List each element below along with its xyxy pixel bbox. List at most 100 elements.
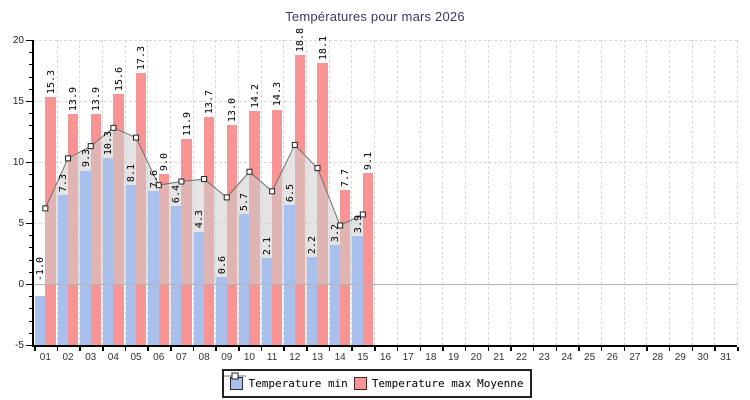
x-axis-label: 05 [130,352,142,363]
y-axis-label: -5 [15,340,24,351]
y-axis-tick [26,345,32,346]
x-axis-tick [464,347,467,351]
x-axis-label: 19 [447,352,460,363]
data-label-min: 2.1 [261,237,273,256]
y-axis-label: 15 [12,96,24,107]
x-axis-label: 04 [107,352,119,363]
x-axis-label: 01 [39,352,51,363]
y-axis-tick [29,210,32,212]
x-axis-tick [170,347,172,351]
x-axis-label: 08 [198,352,210,363]
bar-temperature-min [329,244,341,345]
data-label-min: 0.6 [216,255,228,274]
data-label-max: 13.0 [226,98,238,123]
data-label-max: 9.0 [158,153,170,172]
bar-temperature-min [171,205,182,345]
y-axis-label: 10 [12,157,24,168]
x-axis-tick [623,347,626,351]
legend-moyenne-label: Moyenne [477,377,524,390]
x-axis-label: 07 [175,352,187,363]
x-axis-tick [215,347,217,351]
y-axis-tick [29,149,32,151]
data-label-min: 6.5 [284,183,296,202]
bar-temperature-min [103,158,114,345]
y-axis-tick [29,320,32,322]
x-axis-tick [487,347,490,351]
horizontal-gridline [34,40,737,41]
x-axis-label: 31 [720,352,732,363]
y-axis-label: 5 [18,218,24,229]
data-label-min: 7.3 [57,173,69,192]
x-axis-label: 27 [629,352,641,363]
legend-item-moyenne: Moyenne [224,372,524,390]
vertical-gridline [737,40,738,345]
y-axis-tick [29,247,32,249]
vertical-gridline [442,40,444,345]
data-label-min: 3.2 [329,223,341,242]
y-axis-tick [29,308,32,310]
x-axis-tick [328,347,331,351]
vertical-gridline [396,40,398,345]
x-axis-label: 09 [221,352,233,363]
y-axis-tick [29,137,32,139]
vertical-gridline [510,40,512,345]
x-axis-tick [374,347,376,351]
x-axis-label: 30 [697,352,709,363]
data-label-min: 10.3 [103,131,115,156]
moyenne-marker [359,211,366,218]
legend-max-label: Temperature max [371,377,472,390]
vertical-gridline [555,40,557,345]
data-label-min: 3.9 [352,215,364,234]
data-label-min: -1.0 [35,256,47,281]
legend-item-min: Temperature min [230,377,348,390]
vertical-gridline [714,40,716,345]
x-axis-tick [646,347,648,351]
moyenne-marker-icon [224,372,246,380]
max-swatch-icon [353,377,367,390]
chart-legend: Temperature min Temperature max Moyenne [222,369,532,398]
y-axis-tick [29,76,32,78]
moyenne-marker [65,155,72,162]
x-axis-tick [192,347,195,351]
y-axis-tick [29,271,32,273]
vertical-gridline [691,40,693,345]
y-axis-tick [29,64,32,66]
legend-item-max: Temperature max [353,377,472,390]
vertical-gridline [578,40,580,345]
y-axis-tick [26,223,32,224]
x-axis-tick [578,347,580,351]
x-axis-label: 02 [62,352,74,363]
x-axis-tick [600,347,603,351]
y-axis-tick [26,284,32,285]
y-axis-tick [29,113,32,115]
data-label-min: 8.1 [125,164,137,183]
x-axis-label: 25 [584,352,596,363]
moyenne-marker [291,141,298,148]
bar-temperature-min [216,276,227,345]
x-axis-label: 15 [357,352,369,363]
x-axis-label: 12 [289,352,301,363]
bar-temperature-min [35,296,46,345]
x-axis-tick [260,347,263,351]
y-axis-tick [29,88,32,90]
y-axis-tick [26,40,32,41]
x-axis-label: 13 [311,352,324,363]
moyenne-marker [178,178,185,185]
moyenne-marker [337,222,344,229]
x-axis-label: 03 [85,352,97,363]
bar-temperature-min [352,236,363,345]
bar-temperature-min [193,231,205,345]
data-label-min: 5.7 [239,193,251,212]
vertical-gridline [328,40,330,345]
data-label-max: 7.7 [340,169,352,188]
data-label-max: 13.9 [90,87,102,112]
data-label-max: 15.6 [113,66,125,91]
vertical-gridline [600,40,602,345]
bar-temperature-min [148,191,159,345]
data-label-max: 14.2 [249,83,261,108]
data-label-min: 2.2 [307,236,319,255]
data-label-min: 4.3 [193,210,205,229]
